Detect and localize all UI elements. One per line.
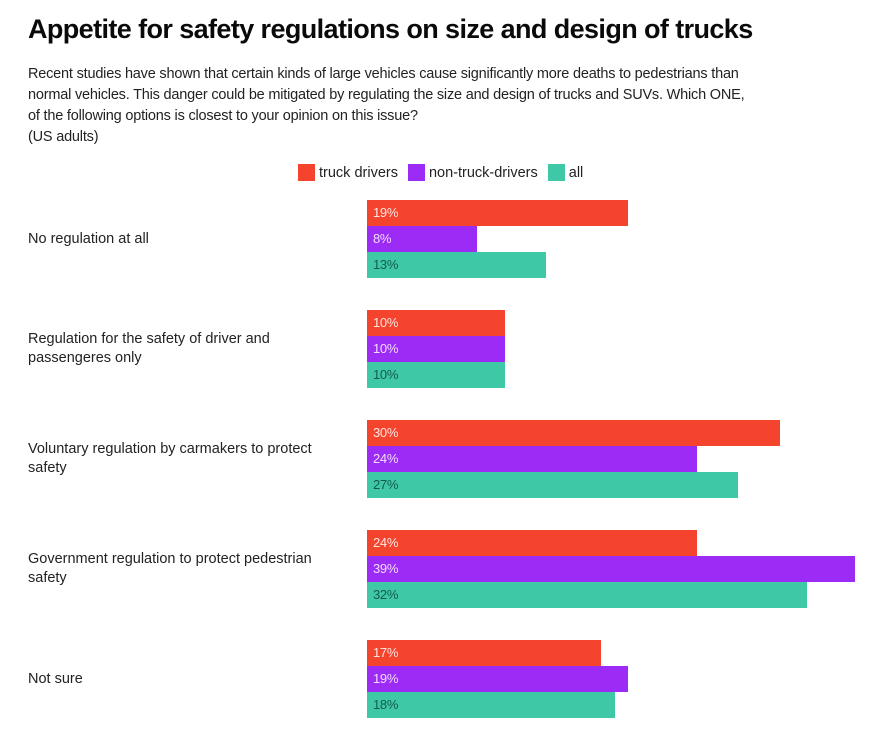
legend-label: non-truck-drivers — [428, 164, 538, 181]
bar-all: 32% — [367, 582, 807, 608]
legend-label: all — [568, 164, 584, 181]
bar-non-truck-drivers: 10% — [367, 336, 505, 362]
data-label: 8% — [373, 231, 392, 246]
category-label: Voluntary regulation by carmakers to pro… — [28, 441, 312, 476]
bar-truck-drivers: 30% — [367, 420, 780, 446]
category-label: Regulation for the safety of driver and p… — [28, 331, 270, 366]
bar-truck-drivers: 24% — [367, 530, 697, 556]
data-label: 32% — [373, 587, 399, 602]
legend-label: truck drivers — [319, 164, 398, 181]
data-label: 24% — [373, 451, 399, 466]
subtitle-line: (US adults) — [28, 129, 99, 145]
bar-truck-drivers: 17% — [367, 640, 601, 666]
bar-truck-drivers: 10% — [367, 310, 505, 336]
bar-non-truck-drivers: 19% — [367, 666, 629, 692]
data-label: 18% — [373, 697, 399, 712]
subtitle-line: normal vehicles. This danger could be mi… — [28, 87, 745, 103]
legend-item-all: all — [547, 164, 584, 181]
chart-legend: truck drivers non-truck-drivers all — [298, 164, 593, 181]
bar-all: 18% — [367, 692, 615, 718]
data-label: 13% — [373, 257, 399, 272]
bar-all: 13% — [367, 252, 546, 278]
data-label: 10% — [373, 315, 399, 330]
legend-item-non-truck-drivers: non-truck-drivers — [407, 164, 538, 181]
chart-subtitle: Recent studies have shown that certain k… — [28, 64, 868, 148]
data-label: 10% — [373, 367, 399, 382]
legend-item-truck-drivers: truck drivers — [298, 164, 398, 181]
bar-all: 27% — [367, 472, 739, 498]
category-label: Not sure — [28, 670, 83, 687]
bar-all: 10% — [367, 362, 505, 388]
data-label: 10% — [373, 341, 399, 356]
bar-truck-drivers: 19% — [367, 200, 629, 226]
bar-non-truck-drivers: 8% — [367, 226, 477, 252]
category-label: No regulation at all — [28, 230, 149, 247]
bar-non-truck-drivers: 24% — [367, 446, 697, 472]
legend-swatch — [298, 164, 315, 181]
subtitle-line: of the following options is closest to y… — [28, 108, 418, 124]
legend-swatch — [547, 164, 565, 181]
data-label: 17% — [373, 645, 399, 660]
legend-swatch — [407, 164, 425, 181]
bar-non-truck-drivers: 39% — [367, 556, 855, 582]
data-label: 39% — [373, 561, 399, 576]
chart-title: Appetite for safety regulations on size … — [28, 14, 753, 44]
data-label: 27% — [373, 477, 399, 492]
data-label: 19% — [373, 205, 399, 220]
data-label: 24% — [373, 535, 399, 550]
data-label: 19% — [373, 671, 399, 686]
category-label: Government regulation to protect pedestr… — [28, 551, 312, 586]
subtitle-line: Recent studies have shown that certain k… — [28, 66, 739, 82]
data-label: 30% — [373, 425, 399, 440]
